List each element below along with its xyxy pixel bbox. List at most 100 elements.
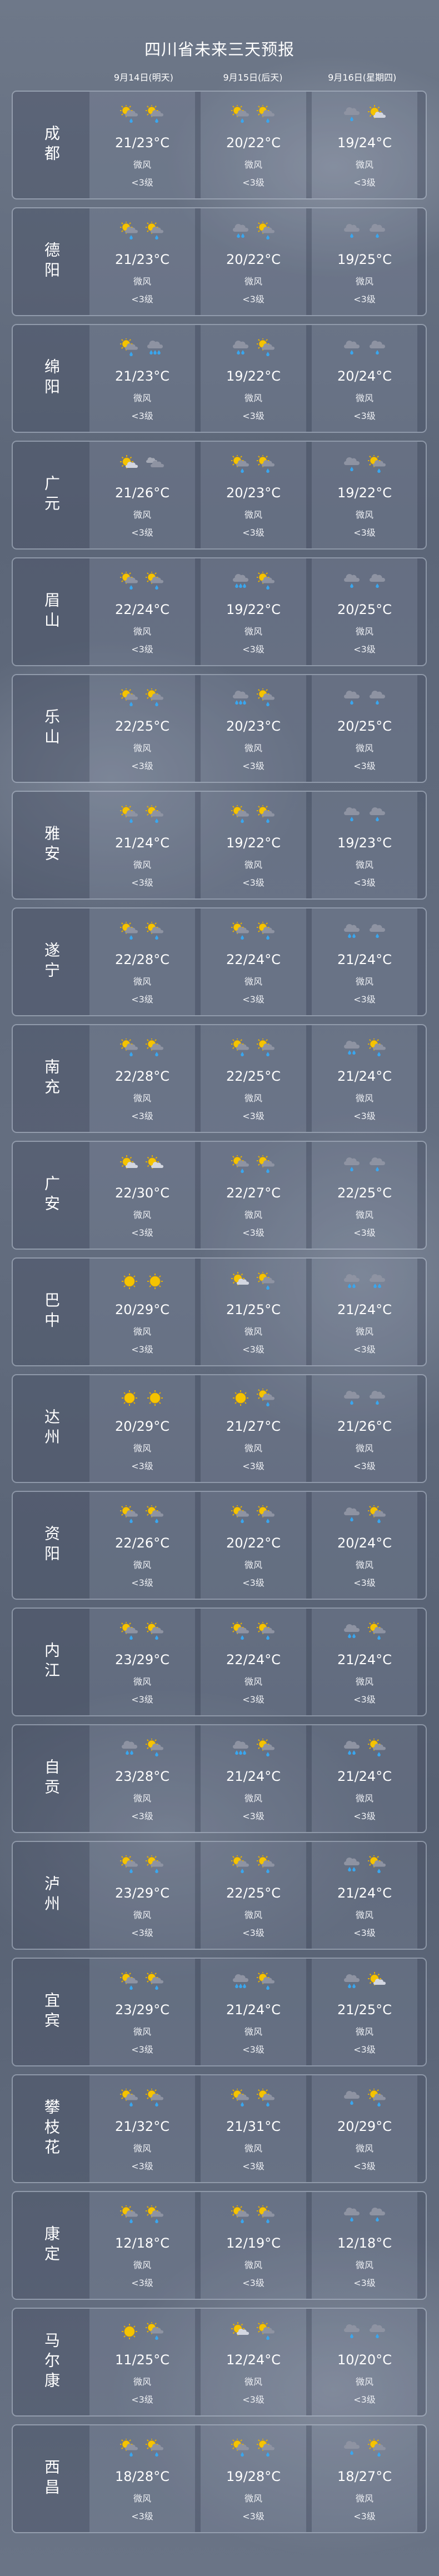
temperature-range: 21/24°C	[337, 1652, 392, 1668]
weather-icons	[201, 1037, 306, 1059]
sunny-icon	[120, 1272, 139, 1292]
column-divider	[195, 2425, 201, 2532]
sun-cloud-rain-icon	[256, 571, 276, 592]
wind-description: 微风	[133, 1093, 151, 1104]
cloud-light-rain-icon	[342, 572, 361, 592]
sun-cloud-rain-icon	[231, 1504, 250, 1525]
city-name-cell: 泸州	[13, 1842, 89, 1949]
wind-description: 微风	[244, 159, 262, 170]
city-name-cell: 绵阳	[13, 325, 89, 432]
cloud-light-rain-icon	[342, 2205, 361, 2225]
wind-level: <3级	[131, 1928, 153, 1938]
temperature-range: 22/25°C	[226, 1885, 281, 1901]
column-divider	[306, 208, 312, 315]
cloud-heavy-rain-icon	[231, 572, 250, 592]
weather-icons	[89, 1037, 195, 1059]
weather-icons	[89, 2438, 195, 2459]
weather-icons	[201, 921, 306, 942]
sun-cloud-rain-icon	[145, 921, 164, 942]
wind-level: <3级	[242, 1928, 265, 1938]
wind-level: <3级	[353, 1694, 376, 1705]
wind-description: 微风	[355, 2493, 373, 2504]
wind-description: 微风	[244, 1910, 262, 1920]
wind-description: 微风	[133, 1793, 151, 1804]
card-edge	[417, 2075, 426, 2182]
cloud-moderate-rain-icon	[231, 222, 250, 242]
column-divider	[306, 2192, 312, 2299]
day-forecast-cell: 23/29°C 微风 <3级	[89, 1959, 195, 2065]
sun-cloud-rain-icon	[256, 921, 276, 942]
day-forecast-cell: 20/25°C 微风 <3级	[312, 558, 417, 665]
sun-cloud-rain-icon	[145, 104, 164, 125]
weather-icons	[201, 2204, 306, 2225]
day-forecast-cell: 19/22°C 微风 <3级	[201, 558, 306, 665]
day-forecast-cell: 23/29°C 微风 <3级	[89, 1609, 195, 1715]
cloud-light-rain-icon	[368, 688, 387, 708]
wind-level: <3级	[131, 2511, 153, 2522]
city-name-cell: 南充	[13, 1025, 89, 1132]
weather-icons	[312, 805, 417, 825]
temperature-range: 20/29°C	[337, 2119, 392, 2134]
weather-icons	[312, 2438, 417, 2459]
weather-icons	[89, 1971, 195, 1992]
column-divider	[306, 675, 312, 782]
sun-cloud-rain-icon	[231, 2438, 250, 2459]
city-name-cell: 攀枝花	[13, 2075, 89, 2182]
sun-cloud-icon	[231, 2322, 250, 2342]
city-forecast-card: 成都 21/23°C 微风 <3级 20/22°C 微风 <3级 19/24°C…	[12, 91, 427, 199]
weather-icons	[89, 2321, 195, 2342]
day-forecast-cell: 21/26°C 微风 <3级	[312, 1375, 417, 1482]
day-forecast-cell: 21/25°C 微风 <3级	[201, 1259, 306, 1365]
city-name-cell: 内江	[13, 1609, 89, 1715]
wind-level: <3级	[131, 2161, 153, 2171]
card-edge	[417, 1375, 426, 1482]
cloud-heavy-rain-icon	[231, 1972, 250, 1992]
sun-cloud-rain-icon	[367, 1037, 387, 1059]
sun-cloud-rain-icon	[256, 2438, 276, 2459]
wind-level: <3级	[353, 1811, 376, 1821]
day-forecast-cell: 22/24°C 微风 <3级	[89, 558, 195, 665]
day-forecast-cell: 21/24°C 微风 <3级	[312, 908, 417, 1015]
temperature-range: 19/22°C	[226, 602, 281, 617]
sun-cloud-rain-icon	[145, 1854, 164, 1875]
wind-description: 微风	[244, 976, 262, 987]
temperature-range: 22/25°C	[115, 718, 169, 734]
wind-description: 微风	[355, 1093, 373, 1104]
cloud-light-rain-icon	[342, 805, 361, 825]
column-divider	[306, 1492, 312, 1599]
weather-icons	[312, 572, 417, 592]
wind-level: <3级	[242, 2278, 265, 2288]
sun-cloud-rain-icon	[145, 2088, 164, 2109]
sun-cloud-rain-icon	[145, 2438, 164, 2459]
sun-cloud-rain-icon	[119, 1621, 139, 1642]
column-divider	[195, 1025, 201, 1132]
temperature-range: 20/22°C	[226, 1535, 281, 1551]
day-forecast-cell: 10/20°C 微风 <3级	[312, 2309, 417, 2415]
card-edge	[417, 792, 426, 898]
wind-description: 微风	[133, 2143, 151, 2154]
weather-icons	[89, 1389, 195, 1409]
temperature-range: 20/29°C	[115, 1302, 169, 1317]
cloud-light-rain-icon	[368, 572, 387, 592]
temperature-range: 21/24°C	[337, 1302, 392, 1317]
day-forecast-cell: 19/24°C 微风 <3级	[312, 92, 417, 198]
column-divider	[195, 1142, 201, 1249]
sunny-icon	[146, 1272, 164, 1292]
weather-icons	[89, 1738, 195, 1759]
weather-icons	[312, 454, 417, 475]
wind-description: 微风	[355, 2026, 373, 2037]
day-forecast-cell: 21/24°C 微风 <3级	[312, 1609, 417, 1715]
city-name: 眉山	[42, 592, 61, 632]
wind-description: 微风	[133, 2260, 151, 2270]
column-divider	[306, 1025, 312, 1132]
column-divider	[195, 1725, 201, 1832]
weather-icons	[89, 571, 195, 592]
weather-icons	[312, 1738, 417, 1759]
wind-description: 微风	[133, 1210, 151, 1220]
cloud-light-rain-icon	[342, 688, 361, 708]
card-edge	[417, 1842, 426, 1949]
temperature-range: 21/27°C	[226, 1419, 281, 1434]
temperature-range: 12/18°C	[115, 2235, 169, 2251]
day-forecast-cell: 12/19°C 微风 <3级	[201, 2192, 306, 2299]
sun-cloud-rain-icon	[145, 221, 164, 242]
